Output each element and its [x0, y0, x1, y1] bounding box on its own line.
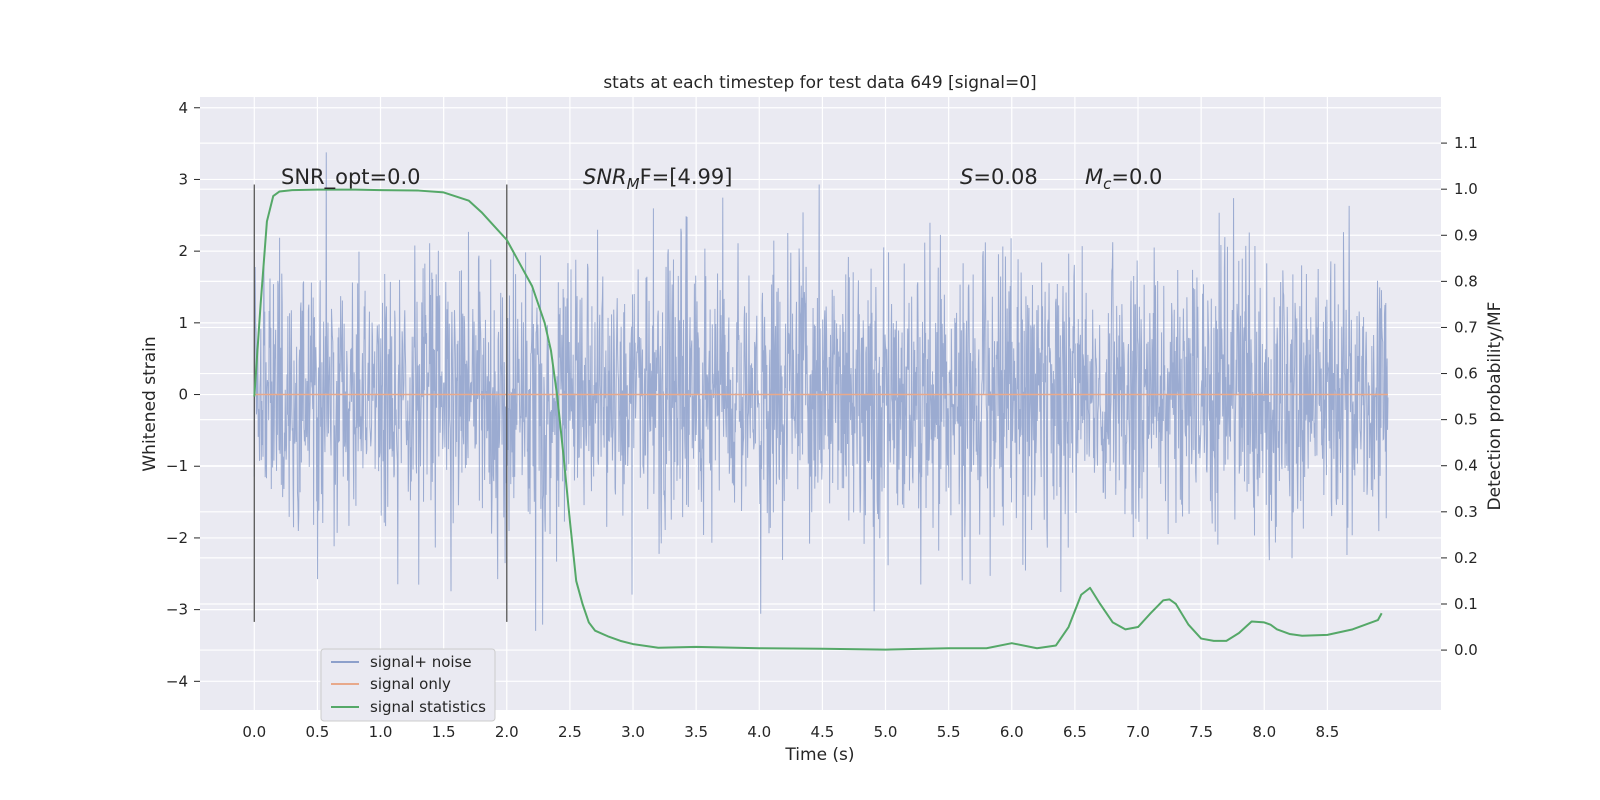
x-tick-label: 2.0: [495, 723, 519, 741]
x-axis-ticks: 0.0 0.5 1.0 1.5 2.0 2.5 3.0 3.5 4.0 4.5 5.0 5.5 6.0 6…: [242, 723, 1339, 741]
x-tick-label: 5.5: [937, 723, 961, 741]
signal-statistics-series: [253, 188, 1383, 651]
y-axis-ticks: 4 3 2 1 0 −1 −2 −3 −4: [166, 99, 200, 690]
annotation-snr-mf-base: SNR: [583, 165, 627, 189]
x-tick-label: 8.0: [1252, 723, 1276, 741]
x-tick-label: 4.5: [810, 723, 834, 741]
annotation-snr-mf-sub: M: [627, 175, 640, 193]
x-tick-label: 3.0: [621, 723, 645, 741]
x-tick-label: 1.0: [369, 723, 393, 741]
right-y-tick-label: 0.2: [1454, 549, 1478, 567]
y-tick-label: 2: [178, 242, 188, 260]
y-tick-label: 0: [178, 386, 188, 404]
annotation-s: S=0.08: [960, 165, 1038, 189]
annotation-mc-base: M: [1085, 165, 1103, 189]
legend-box: [320, 648, 496, 722]
legend-label-signal-noise: signal+ noise: [370, 653, 472, 671]
y-axis-title: Whitened strain: [140, 336, 160, 471]
x-tick-label: 1.5: [432, 723, 456, 741]
x-tick-label: 7.5: [1189, 723, 1213, 741]
y-tick-label: −3: [166, 601, 188, 619]
x-tick-label: 4.0: [747, 723, 771, 741]
annotation-mc-sub: c: [1103, 175, 1112, 193]
annotation-mc: Mc=0.0: [1085, 165, 1162, 193]
signal-statistics-line: [253, 188, 1383, 651]
x-axis-title: Time (s): [784, 745, 854, 765]
vertical-markers: [253, 184, 508, 622]
signal-noise-line: [253, 152, 1389, 631]
right-y-axis-ticks: 1.1 1.0 0.9 0.8 0.7 0.6 0.5 0.4 0.3 0.2 0.1 0.0: [1441, 134, 1478, 659]
right-y-tick-label: 0.7: [1454, 318, 1478, 336]
x-tick-label: 5.0: [874, 723, 898, 741]
right-y-tick-label: 0.4: [1454, 457, 1478, 475]
legend: signal+ noise signal only signal statist…: [320, 648, 496, 722]
right-y-tick-label: 0.1: [1454, 595, 1478, 613]
noise-series: [253, 152, 1389, 631]
right-y-tick-label: 0.8: [1454, 272, 1478, 290]
annotation-s-value: =0.08: [973, 165, 1037, 189]
legend-label-signal-statistics: signal statistics: [370, 698, 486, 716]
y-tick-label: 3: [178, 170, 188, 188]
chart-title: stats at each timestep for test data 649…: [603, 73, 1036, 93]
right-y-tick-label: 0.6: [1454, 365, 1478, 383]
right-y-tick-label: 1.1: [1454, 134, 1478, 152]
annotation-s-symbol: S: [960, 165, 973, 189]
annotation-snr-mf-rest: F=[4.99]: [640, 165, 733, 189]
legend-label-signal-only: signal only: [370, 675, 451, 693]
right-y-tick-label: 1.0: [1454, 180, 1478, 198]
y-tick-label: 1: [178, 314, 188, 332]
right-y-tick-label: 0.5: [1454, 411, 1478, 429]
x-tick-label: 0.0: [242, 723, 266, 741]
y-tick-label: −1: [166, 457, 188, 475]
right-y-tick-label: 0.9: [1454, 226, 1478, 244]
annotation-mc-value: =0.0: [1111, 165, 1162, 189]
x-tick-label: 8.5: [1315, 723, 1339, 741]
y-tick-label: 4: [178, 99, 188, 117]
y-tick-label: −4: [166, 672, 188, 690]
annotation-snr-mf: SNRMF=[4.99]: [583, 165, 732, 193]
right-y-tick-label: 0.0: [1454, 641, 1478, 659]
x-tick-label: 2.5: [558, 723, 582, 741]
y-tick-label: −2: [166, 529, 188, 547]
annotation-snr-opt: SNR_opt=0.0: [281, 165, 421, 190]
right-y-tick-label: 0.3: [1454, 503, 1478, 521]
x-tick-label: 3.5: [684, 723, 708, 741]
x-tick-label: 6.0: [1000, 723, 1024, 741]
x-tick-label: 0.5: [305, 723, 329, 741]
x-tick-label: 7.0: [1126, 723, 1150, 741]
x-tick-label: 6.5: [1063, 723, 1087, 741]
right-y-axis-title: Detection probability/MF: [1485, 302, 1505, 511]
